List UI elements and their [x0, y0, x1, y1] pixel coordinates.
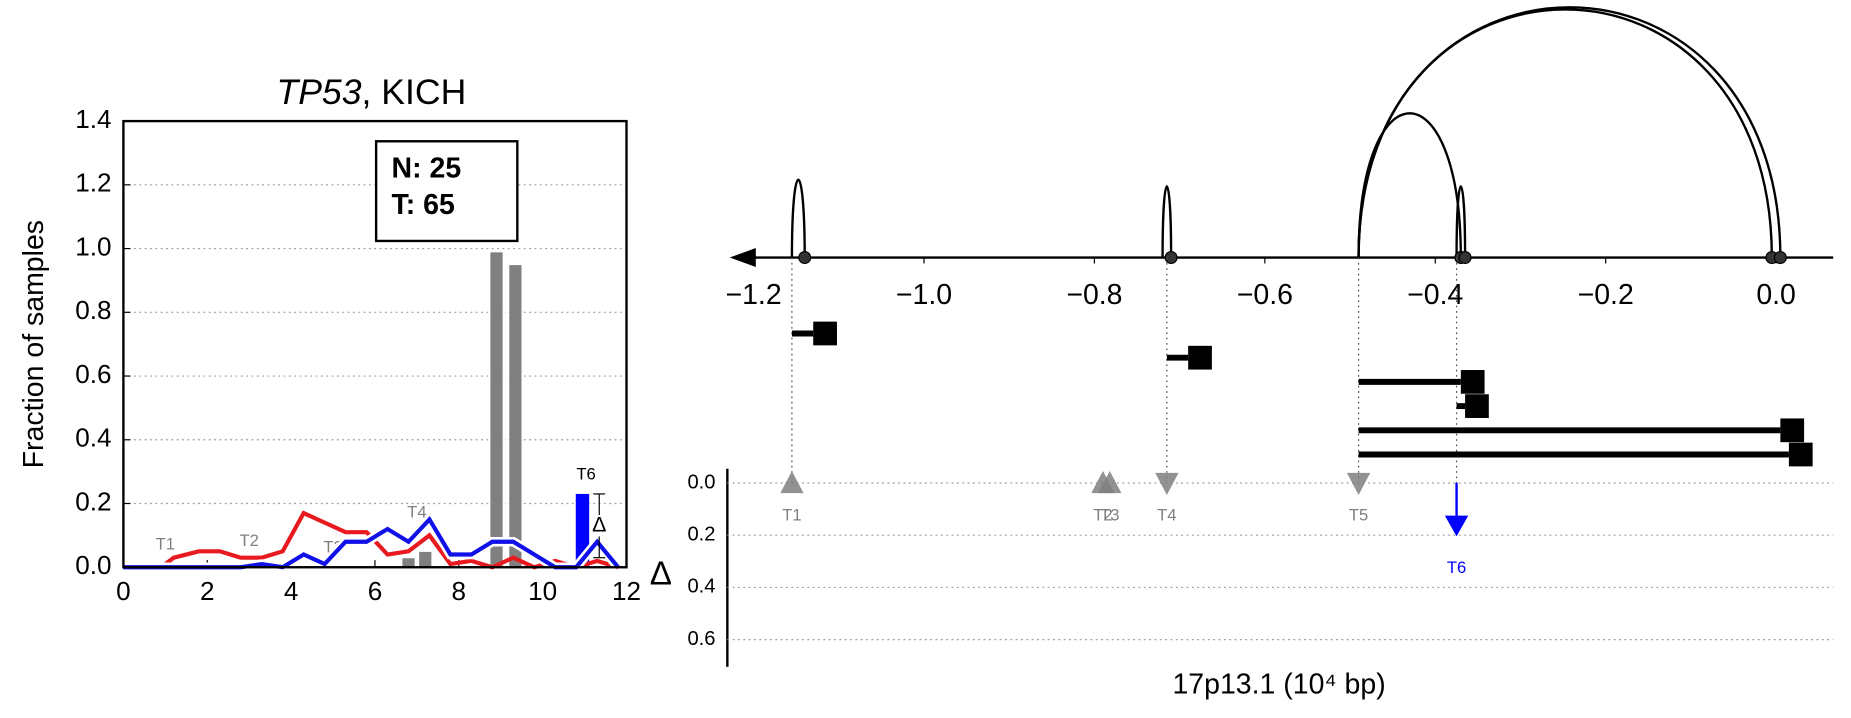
- x-tick-label: 0: [116, 576, 131, 606]
- y-axis-label: Fraction of samples: [18, 220, 50, 468]
- annotation-box: [374, 140, 519, 243]
- x-tick-label: 8: [452, 576, 467, 606]
- region-label: T2: [239, 531, 258, 550]
- marker-label: T3: [1100, 506, 1119, 525]
- segment-end: [1465, 394, 1489, 418]
- marker-label: T2: [1093, 506, 1112, 525]
- axis-arrow: [729, 248, 756, 268]
- segment-end: [1780, 418, 1805, 443]
- y-tick-label: 1.4: [75, 104, 111, 134]
- x-tick-label: −0.6: [1237, 279, 1293, 311]
- x-tick-label: 10: [528, 576, 557, 606]
- y-tick-label: 0.8: [75, 295, 111, 325]
- arc: [790, 178, 806, 258]
- y-tick-label: 1.2: [75, 168, 111, 198]
- x-axis-label: 17p13.1 (10⁴ bp): [1172, 668, 1385, 700]
- x-tick-label: −1.0: [896, 279, 952, 311]
- title-cancer: , KICH: [362, 72, 467, 112]
- arc: [1357, 112, 1463, 258]
- y-tick-label: 1.0: [75, 231, 111, 261]
- breakpoint: [1773, 251, 1787, 265]
- triangle-marker: [1098, 471, 1122, 494]
- x-tick-label: 0.0: [1756, 279, 1796, 311]
- x-tick-label: −0.8: [1066, 279, 1122, 311]
- triangle-marker: [1155, 472, 1179, 495]
- segment-end: [1788, 442, 1813, 467]
- segment-end: [1188, 345, 1212, 370]
- bar: [508, 263, 523, 568]
- x-tick-label: −1.2: [725, 279, 781, 311]
- delta-marker: Δ: [592, 512, 606, 536]
- highlight-label: T6: [576, 464, 595, 483]
- region-label: T4: [407, 502, 426, 521]
- y-tick-label: 0.4: [687, 576, 715, 598]
- lower-y-label: Δ: [650, 555, 672, 592]
- y-tick-label: 0.6: [75, 359, 111, 389]
- x-tick-label: −0.2: [1578, 279, 1634, 311]
- bar: [401, 557, 416, 568]
- frame: [122, 119, 628, 569]
- y-tick-label: 0.6: [687, 628, 715, 650]
- x-tick-label: 6: [368, 576, 383, 606]
- arc: [1357, 6, 1782, 258]
- bar: [489, 251, 504, 568]
- annotation-text: T: 65: [392, 189, 455, 221]
- segment-end: [813, 321, 837, 346]
- x-tick-label: 2: [200, 576, 215, 606]
- y-tick-label: 0.4: [75, 423, 111, 453]
- x-tick-label: 12: [612, 576, 641, 606]
- chart-title: TP53, KICH: [276, 72, 466, 112]
- y-tick-label: 0.0: [687, 471, 715, 493]
- title-gene: TP53: [276, 72, 361, 112]
- arc: [1161, 185, 1173, 258]
- region-label: T1: [156, 534, 175, 553]
- segment-end: [1460, 370, 1485, 394]
- marker-bg: [589, 515, 609, 537]
- breakpoint: [798, 251, 812, 265]
- breakpoint: [1458, 251, 1472, 265]
- bar: [417, 550, 433, 568]
- triangle-marker: [1346, 472, 1371, 495]
- y-tick-label: 0.2: [687, 524, 715, 546]
- triangle-marker: [780, 471, 804, 494]
- marker-label: T1: [782, 506, 801, 525]
- annotation-text: N: 25: [392, 152, 462, 184]
- arc: [1455, 185, 1467, 258]
- y-tick-label: 0.0: [75, 550, 111, 580]
- marker-label: T6: [1447, 558, 1466, 577]
- y-tick-label: 0.2: [75, 486, 111, 516]
- marker-label: T4: [1157, 506, 1176, 525]
- x-tick-label: 4: [284, 576, 299, 606]
- arrow-head: [1444, 515, 1469, 537]
- marker-label: T5: [1349, 506, 1368, 525]
- x-tick-label: −0.4: [1407, 279, 1463, 311]
- arc: [1357, 8, 1774, 258]
- breakpoint: [1164, 251, 1178, 265]
